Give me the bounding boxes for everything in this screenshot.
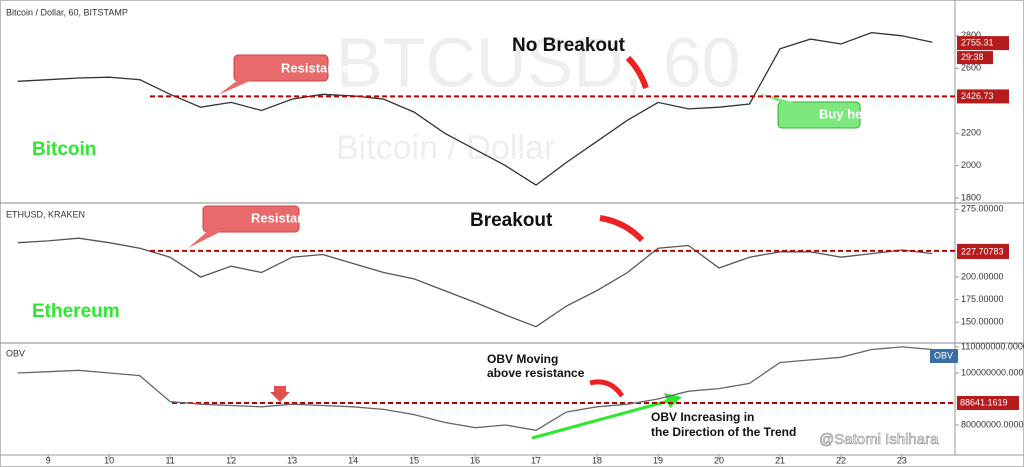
annotation: OBV Increasing in [651,410,754,424]
panel-label: Bitcoin [32,139,96,160]
callout [777,101,861,129]
price-tag-label: 88641.1619 [960,397,1008,407]
panel-title: OBV [6,348,25,358]
panel-title: Bitcoin / Dollar, 60, BITSTAMP [6,7,128,17]
x-tick-label: 22 [836,455,846,465]
annotation: Resistance [281,60,350,75]
x-tick-label: 13 [287,455,297,465]
arrow [270,386,290,402]
panel-title: ETHUSD, KRAKEN [6,209,85,219]
y-tick-label: 275.00000 [961,204,1004,214]
y-tick-label: 100000000.0000 [961,367,1024,377]
annotation: Resistance [251,210,320,225]
x-tick-label: 11 [165,455,174,465]
y-tick-label: 2000 [961,160,981,170]
panel-label: Ethereum [32,301,120,322]
annotation: Buy here [819,106,875,121]
arrow [599,215,645,243]
x-tick-label: 10 [104,455,114,465]
x-tick-label: 15 [409,455,419,465]
annotation: above resistance [487,366,585,380]
annotation: the Direction of the Trend [651,425,796,439]
x-tick-label: 23 [897,455,907,465]
callout-tail [218,80,252,95]
arrow [589,379,625,398]
x-tick-label: 9 [46,455,51,465]
watermark: Bitcoin / Dollar [336,129,555,167]
x-tick-label: 17 [531,455,541,465]
x-tick-label: 14 [348,455,358,465]
arrow [625,55,649,89]
price-line [17,31,933,186]
y-tick-label: 2800 [961,30,981,40]
x-tick-label: 20 [714,455,724,465]
annotation: Breakout [470,210,553,231]
last-price-label: 2755.31 [961,37,994,47]
callout [233,54,329,82]
callout-tail [188,231,222,248]
y-tick-label: 80000000.0000 [961,419,1024,429]
price-tag [957,89,1009,104]
annotation: OBV Moving [487,352,558,366]
y-tick-label: 150.00000 [961,317,1004,327]
series-tag [930,349,958,363]
price-tag-label: 2426.73 [961,91,994,101]
x-tick-label: 12 [226,455,236,465]
callout [202,205,300,233]
last-price-tag [957,36,1009,51]
y-tick-label: 1800 [961,193,981,203]
series-tag-label: OBV [934,350,953,360]
last-price-label: 227.70783 [961,246,1004,256]
annotation: No Breakout [512,35,626,56]
x-tick-label: 18 [592,455,602,465]
countdown-tag [957,51,993,65]
price-line [17,346,933,431]
x-tick-label: 21 [775,455,785,465]
y-tick-label: 175.00000 [961,294,1004,304]
trend-arrow [531,398,673,440]
credit: @Satomi Ishihara [819,431,939,448]
x-tick-label: 16 [470,455,480,465]
last-price-tag [957,245,1009,260]
countdown-label: 29:38 [961,52,984,62]
price-line [17,237,933,328]
price-tag [957,396,1019,410]
y-tick-label: 2600 [961,63,981,73]
x-tick-label: 19 [653,455,663,465]
y-tick-label: 110000000.0000 [961,341,1024,351]
y-tick-label: 200.00000 [961,271,1004,281]
y-tick-label: 2200 [961,128,981,138]
watermark: BTCUSD, 60 [336,23,741,101]
